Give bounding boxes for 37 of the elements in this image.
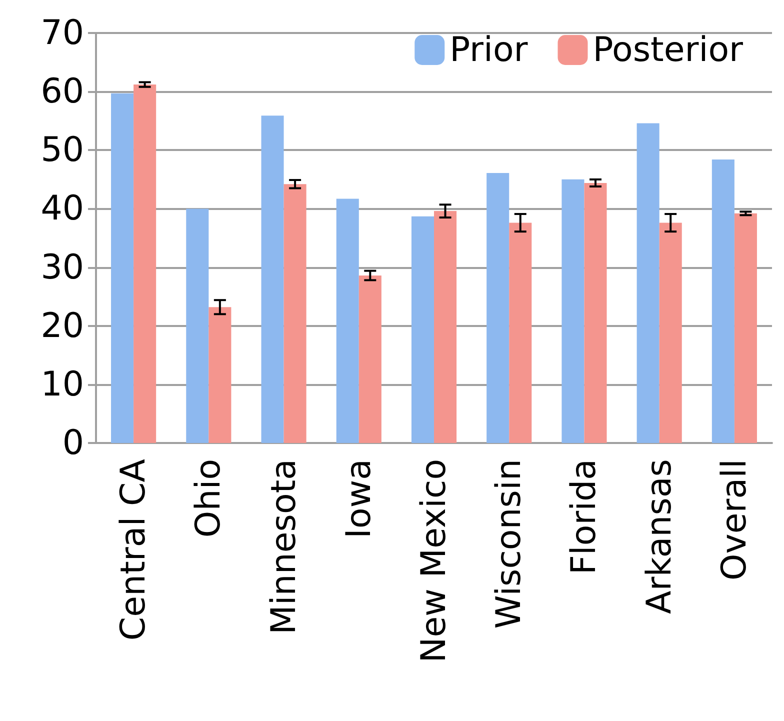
bar — [284, 184, 306, 443]
legend-label: Posterior — [592, 30, 744, 70]
x-tick-label: Minnesota — [264, 459, 304, 634]
bar — [486, 172, 510, 443]
x-tick-label: Ohio — [188, 459, 229, 538]
y-tick-label: 40 — [40, 188, 84, 229]
y-tick-label: 70 — [40, 13, 84, 53]
bar — [734, 213, 757, 443]
bar — [411, 216, 434, 443]
x-tick-label: Iowa — [338, 459, 379, 538]
bar — [358, 275, 382, 443]
bar — [111, 93, 134, 443]
x-tick-label: Florida — [564, 459, 604, 575]
x-tick-label: New Mexico — [414, 459, 454, 663]
bar — [509, 222, 532, 443]
bar — [584, 182, 607, 443]
y-tick-label: 10 — [40, 364, 84, 404]
bar — [208, 307, 232, 443]
x-tick-label: Arkansas — [639, 459, 680, 614]
bar — [336, 198, 359, 443]
bar — [434, 211, 457, 443]
bar — [712, 160, 734, 443]
x-tick-label: Overall — [714, 459, 754, 581]
y-tick-label: 60 — [40, 72, 84, 112]
y-tick-label: 50 — [40, 130, 84, 170]
bar — [134, 84, 156, 443]
bar — [659, 222, 682, 443]
y-tick-label: 30 — [40, 247, 84, 288]
bar — [636, 123, 660, 443]
x-tick-label: Central CA — [114, 459, 154, 641]
x-tick-label: Wisconsin — [489, 459, 530, 629]
y-tick-label: 20 — [40, 306, 84, 346]
bar — [186, 208, 209, 443]
legend-label: Prior — [450, 30, 528, 70]
bar — [261, 116, 284, 443]
bar — [562, 179, 584, 443]
y-tick-label: 0 — [62, 423, 84, 463]
